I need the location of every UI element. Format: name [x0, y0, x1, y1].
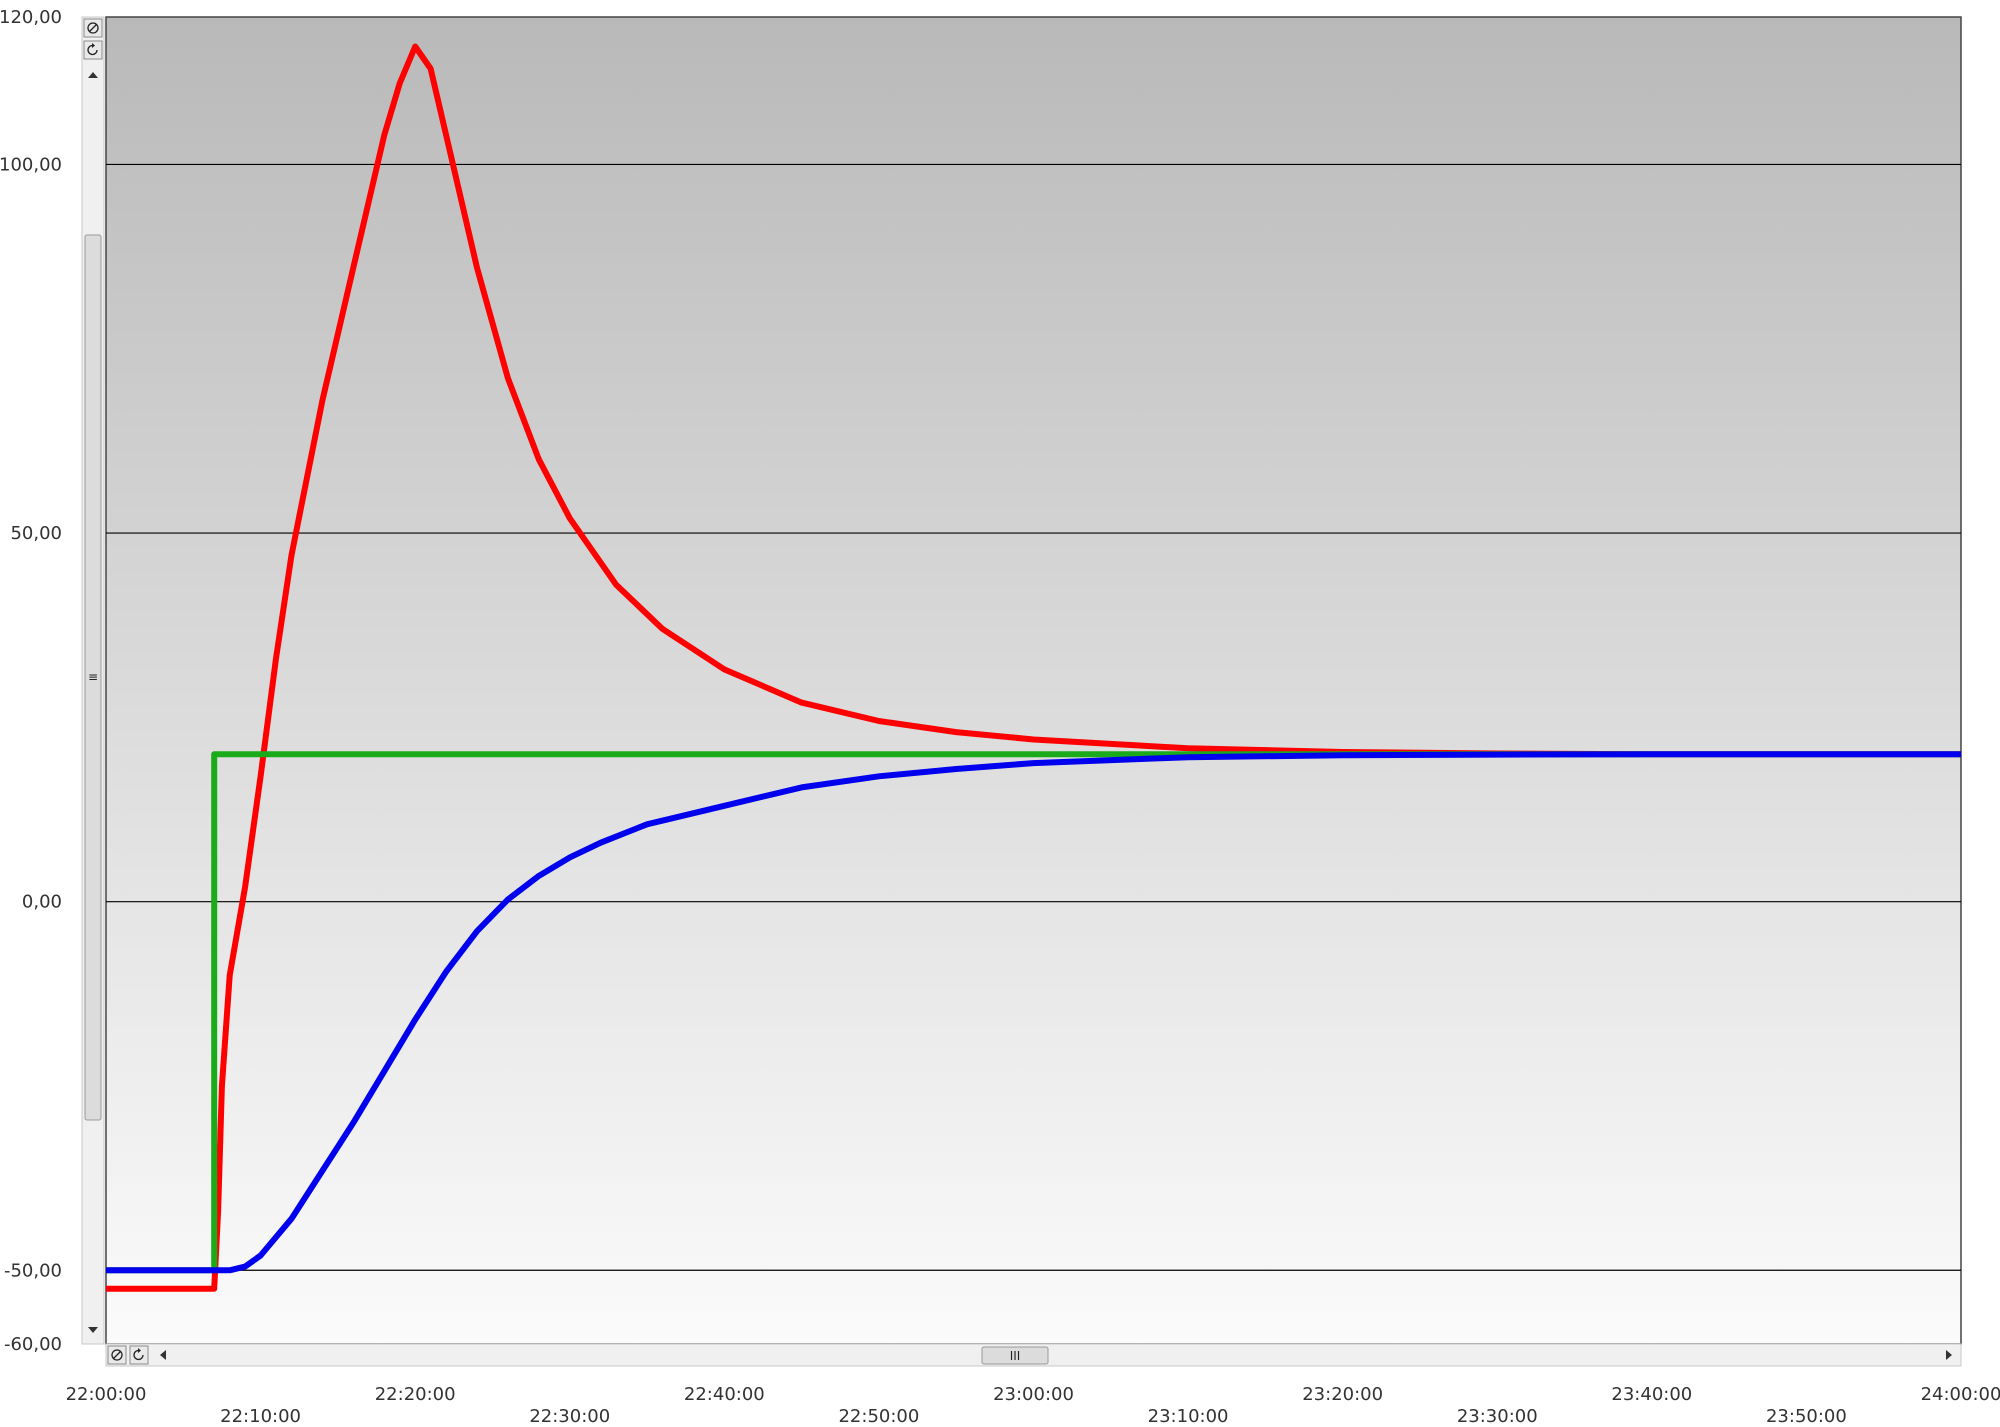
arrow-right-icon[interactable]: [1946, 1350, 1952, 1360]
x-tick-label: 24:00:00: [1921, 1384, 2000, 1405]
arrow-left-icon[interactable]: [160, 1350, 166, 1360]
x-tick-label: 22:20:00: [375, 1384, 456, 1405]
x-tick-label: 23:50:00: [1766, 1406, 1847, 1427]
vertical-thumb-grip: ≡: [88, 670, 98, 684]
x-tick-label: 23:30:00: [1457, 1406, 1538, 1427]
arrow-down-icon[interactable]: [88, 1327, 98, 1333]
y-tick-label: 50,00: [10, 523, 62, 544]
y-tick-label: -50,00: [4, 1260, 62, 1281]
zoom-reset-icon[interactable]: [83, 18, 103, 38]
x-tick-label: 23:00:00: [993, 1384, 1074, 1405]
series-line-1: [106, 43, 1961, 1292]
y-tick-label: 120,00: [0, 7, 62, 28]
vertical-scroll-thumb[interactable]: [84, 234, 102, 1121]
arrow-up-icon[interactable]: [88, 72, 98, 78]
vertical-scrollbar[interactable]: ≡: [81, 16, 105, 1345]
y-tick-label: -60,00: [4, 1334, 62, 1355]
x-tick-label: 22:30:00: [529, 1406, 610, 1427]
x-tick-label: 22:10:00: [220, 1406, 301, 1427]
refresh-icon[interactable]: [129, 1345, 149, 1365]
zoom-reset-icon[interactable]: [107, 1345, 127, 1365]
horizontal-scroll-thumb[interactable]: [981, 1346, 1049, 1365]
refresh-icon[interactable]: [83, 40, 103, 60]
y-tick-label: 100,00: [0, 154, 62, 175]
x-tick-label: 23:40:00: [1611, 1384, 1692, 1405]
plot-area: [105, 16, 1962, 1345]
horizontal-thumb-grip: III: [1010, 1349, 1021, 1363]
x-tick-label: 23:10:00: [1148, 1406, 1229, 1427]
x-axis-ticks: 22:00:00 22:10:00 22:20:00 22:30:00 22:40:00…: [66, 1384, 2000, 1427]
gridlines: [106, 163, 1961, 1271]
series-layer: [106, 43, 1961, 1292]
x-tick-label: 22:00:00: [66, 1384, 147, 1405]
x-tick-label: 22:40:00: [684, 1384, 765, 1405]
x-tick-label: 23:20:00: [1302, 1384, 1383, 1405]
y-axis-ticks: 120,00 100,00 50,00 0,00 -50,00 -60,00: [0, 7, 62, 1355]
y-tick-label: 0,00: [22, 892, 62, 913]
x-tick-label: 22:50:00: [838, 1406, 919, 1427]
horizontal-scrollbar[interactable]: III: [105, 1343, 1962, 1367]
series-line-3: [106, 751, 1961, 1274]
